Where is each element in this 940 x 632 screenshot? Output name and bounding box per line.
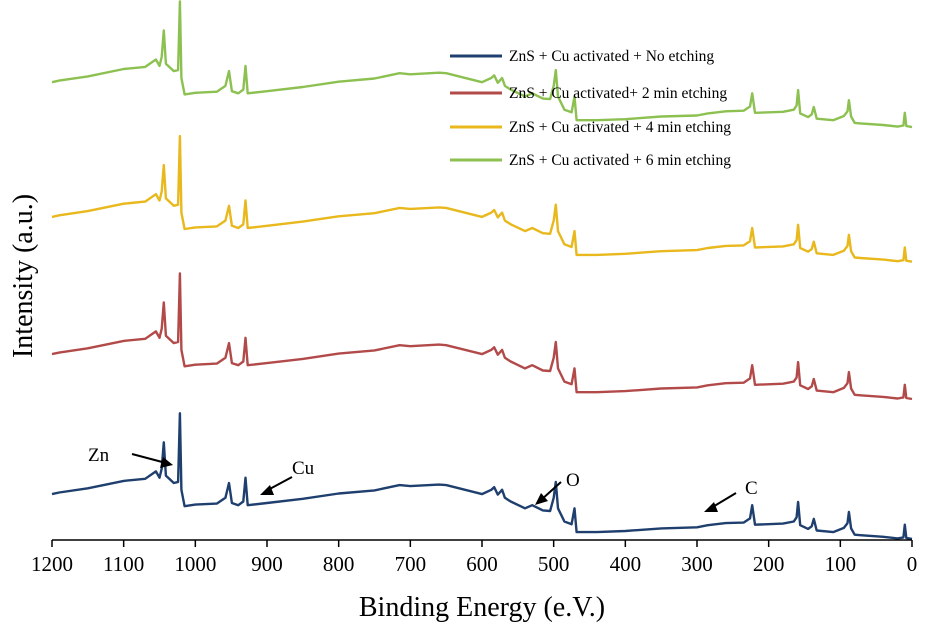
annotation-cu-label: Cu (292, 458, 315, 479)
annotation-o-label: O (566, 470, 580, 491)
legend-label-2: ZnS + Cu activated + 4 min etching (509, 119, 731, 136)
series-line-1 (51, 272, 913, 401)
x-tick-label-0: 0 (907, 552, 918, 576)
series-line-2 (51, 134, 913, 263)
x-tick-label-1000: 1000 (174, 552, 216, 576)
annotation-o-arrow-head (535, 493, 548, 505)
x-tick-label-800: 800 (323, 552, 355, 576)
legend-item-3: ZnS + Cu activated + 6 min etching (450, 152, 731, 169)
legend-label-0: ZnS + Cu activated + No etching (509, 48, 714, 65)
x-tick-label-400: 400 (610, 552, 642, 576)
x-axis-title: Binding Energy (e.V.) (359, 592, 605, 623)
legend: ZnS + Cu activated + No etching ZnS + Cu… (450, 48, 731, 169)
annotation-cu: Cu (260, 458, 315, 495)
legend-label-3: ZnS + Cu activated + 6 min etching (509, 152, 731, 169)
x-tick-label-300: 300 (681, 552, 713, 576)
annotation-cu-arrow-head (260, 485, 274, 495)
annotation-o: O (535, 470, 580, 505)
annotation-zn-label: Zn (88, 445, 110, 466)
y-axis-title: Intensity (a.u.) (8, 194, 39, 358)
series-line-3 (51, 0, 913, 129)
annotation-zn-arrow-shaft (131, 453, 167, 464)
annotations: Zn Cu O C (88, 445, 758, 512)
annotation-zn: Zn (88, 445, 173, 468)
x-tick-label-600: 600 (466, 552, 498, 576)
series-line-0 (51, 412, 913, 541)
annotation-c-arrow-head (704, 502, 718, 512)
x-tick-label-500: 500 (538, 552, 570, 576)
x-ticks: 1200 1100 1000 900 800 700 600 500 400 300 200 100 0 (31, 540, 917, 576)
x-tick-label-1200: 1200 (31, 552, 73, 576)
x-tick-label-700: 700 (395, 552, 427, 576)
plot-area (52, 12, 912, 540)
legend-label-1: ZnS + Cu activated+ 2 min etching (509, 85, 727, 102)
annotation-c-label: C (745, 478, 758, 499)
annotation-c: C (704, 478, 758, 512)
annotation-zn-arrow-head (160, 457, 173, 468)
series-layer (51, 0, 913, 541)
x-tick-label-200: 200 (753, 552, 785, 576)
x-tick-label-1100: 1100 (103, 552, 144, 576)
legend-item-2: ZnS + Cu activated + 4 min etching (450, 119, 731, 136)
x-tick-label-900: 900 (251, 552, 283, 576)
legend-item-0: ZnS + Cu activated + No etching (450, 48, 714, 65)
x-tick-label-100: 100 (825, 552, 857, 576)
legend-item-1: ZnS + Cu activated+ 2 min etching (450, 85, 727, 102)
